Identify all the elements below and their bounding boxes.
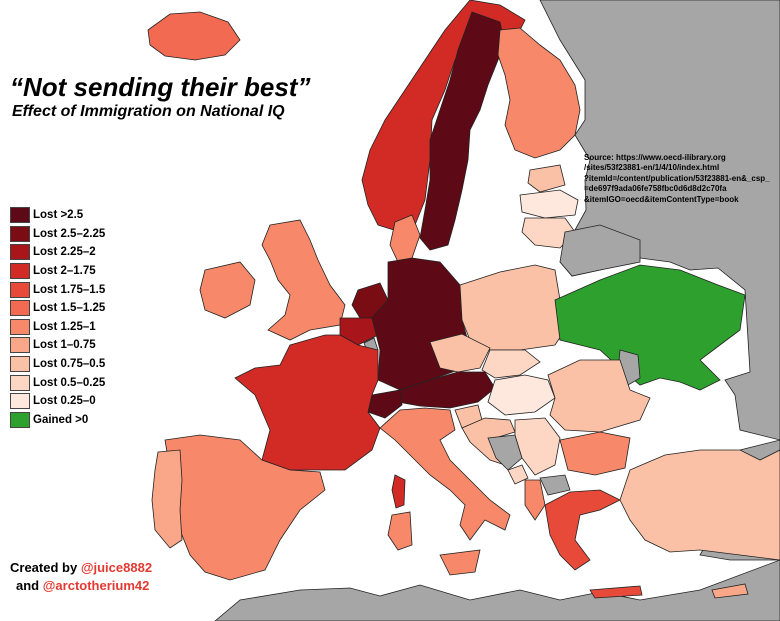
legend-item-5: Lost 1.5–1.25 (10, 299, 105, 318)
region-poland (459, 264, 566, 351)
legend-label-7: Lost 1–0.75 (33, 339, 96, 352)
source-label: Source: (584, 153, 614, 162)
region-crete (589, 585, 643, 599)
credit-handle-juice8882: @juice8882 (80, 560, 153, 575)
region-uk (261, 219, 346, 341)
region-estonia (527, 164, 566, 193)
region-sweden (419, 11, 506, 251)
legend-item-7: Lost 1–0.75 (10, 336, 105, 355)
region-austria (397, 371, 496, 409)
region-north-macedonia (539, 474, 571, 496)
region-lithuania (521, 217, 576, 249)
region-czechia (429, 333, 491, 373)
legend-swatch-3 (10, 263, 30, 280)
legend-item-9: Lost 0.5–0.25 (10, 373, 105, 392)
legend-item-6: Lost 1.25–1 (10, 318, 105, 337)
legend-item-1: Lost 2.5–2.25 (10, 225, 105, 244)
region-serbia (514, 417, 561, 476)
legend-swatch-8 (10, 356, 30, 373)
legend-swatch-10 (10, 393, 30, 410)
map-subtitle: Effect of Immigration on National IQ (12, 103, 285, 120)
legend-swatch-9 (10, 374, 30, 391)
region-belarus (559, 224, 641, 277)
region-portugal (151, 449, 183, 549)
legend: Lost >2.5 Lost 2.5–2.25 Lost 2.25–2 Lost… (10, 206, 105, 429)
legend-label-1: Lost 2.5–2.25 (33, 227, 106, 240)
credits-line-1: Created by @juice8882 (10, 559, 152, 577)
source-url-0: https://www.oecd-ilibrary.org (616, 153, 726, 162)
legend-item-2: Lost 2.25–2 (10, 243, 105, 262)
credits-joiner: and (16, 578, 40, 593)
legend-label-10: Lost 0.25–0 (33, 395, 96, 408)
legend-swatch-0 (10, 207, 30, 224)
source-url-4: &itemIGO=oecd&itemContentType=book (584, 194, 739, 204)
legend-item-11: Gained >0 (10, 411, 105, 430)
legend-swatch-1 (10, 225, 30, 242)
source-note: Source: https://www.oecd-ilibrary.org /s… (584, 153, 780, 205)
region-france (234, 334, 381, 471)
region-bosnia (487, 434, 523, 471)
region-romania (547, 359, 651, 433)
source-url-1: /sites/53f23881-en/1/4/10/index.html (584, 163, 720, 173)
credits-prefix: Created by (10, 560, 78, 575)
legend-item-4: Lost 1.75–1.5 (10, 280, 105, 299)
region-corsica (391, 474, 406, 509)
region-sardinia (387, 511, 413, 551)
region-ukraine (554, 264, 746, 391)
legend-swatch-11 (10, 411, 30, 428)
legend-swatch-2 (10, 244, 30, 261)
region-finland (497, 27, 581, 159)
legend-swatch-5 (10, 300, 30, 317)
credit-handle-arctotherium42: @arctotherium42 (42, 578, 150, 593)
legend-label-4: Lost 1.75–1.5 (33, 283, 106, 296)
region-cyprus (711, 583, 749, 599)
region-sicily (439, 549, 481, 576)
region-latvia (519, 189, 579, 219)
legend-item-10: Lost 0.25–0 (10, 392, 105, 411)
legend-item-3: Lost 2–1.75 (10, 262, 105, 281)
region-bulgaria (559, 431, 631, 476)
source-line-0: Source: https://www.oecd-ilibrary.org (584, 153, 780, 163)
region-iceland (147, 11, 241, 61)
region-italy (379, 407, 511, 541)
legend-label-6: Lost 1.25–1 (33, 320, 96, 333)
legend-label-5: Lost 1.5–1.25 (33, 302, 106, 315)
region-belgium (339, 317, 379, 346)
region-slovakia (481, 349, 541, 379)
legend-label-0: Lost >2.5 (33, 209, 84, 222)
region-north-africa (214, 559, 780, 621)
credits: Created by @juice8882 and @arctotherium4… (10, 559, 152, 595)
source-url-2: ?itemId=/content/publication/53f23881-en… (584, 173, 770, 183)
region-greece (544, 489, 621, 571)
legend-label-8: Lost 0.75–0.5 (33, 358, 106, 371)
map-title: “Not sending their best” (10, 72, 311, 102)
legend-label-11: Gained >0 (33, 413, 89, 426)
legend-label-3: Lost 2–1.75 (33, 265, 96, 278)
region-ireland (199, 261, 256, 319)
credits-line-2: and @arctotherium42 (10, 577, 152, 595)
legend-label-9: Lost 0.5–0.25 (33, 376, 106, 389)
region-hungary (487, 374, 556, 416)
legend-item-8: Lost 0.75–0.5 (10, 355, 105, 374)
legend-swatch-7 (10, 337, 30, 354)
legend-label-2: Lost 2.25–2 (33, 246, 96, 259)
region-albania (524, 479, 546, 521)
legend-swatch-6 (10, 318, 30, 335)
region-turkey (619, 449, 780, 561)
region-montenegro (507, 464, 529, 485)
source-url-3: =de697f9ada06fe758fbc0d6d8d2c70fa (584, 184, 727, 194)
legend-swatch-4 (10, 281, 30, 298)
legend-item-0: Lost >2.5 (10, 206, 105, 225)
